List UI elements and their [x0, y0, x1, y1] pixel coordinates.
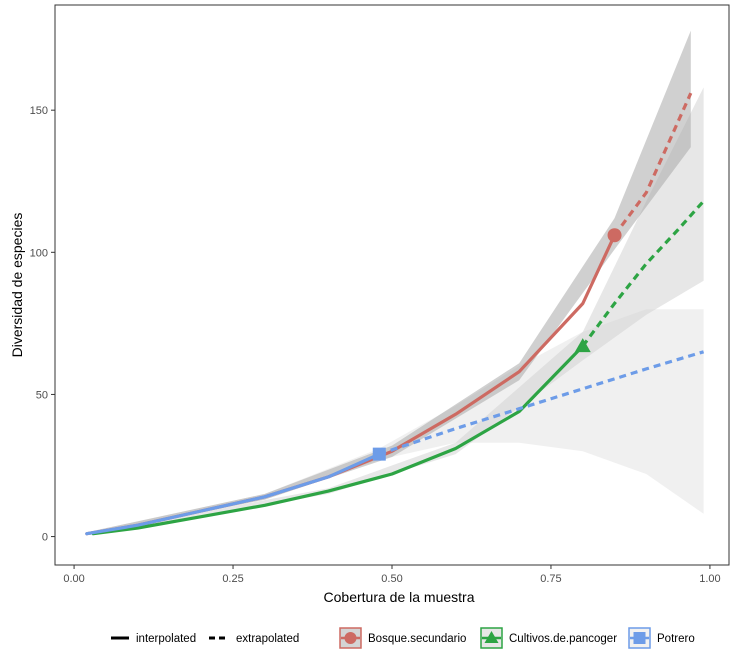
- x-tick-label-5: 1.00: [699, 573, 720, 585]
- legend-label-2: Cultivos.de.pancoger: [509, 633, 617, 645]
- legend-label-interpolated: interpolated: [136, 633, 196, 645]
- y-axis-title: Diversidad de especies: [9, 213, 25, 358]
- legend-label-1: Bosque.secundario: [368, 633, 466, 645]
- legend-key-marker-1: [344, 632, 357, 644]
- confidence-band-1: [86, 30, 691, 536]
- observed-marker-2: [574, 338, 591, 353]
- x-tick-label-4: 0.75: [540, 573, 561, 585]
- x-tick-label-1: 0.00: [63, 573, 84, 585]
- x-tick-label-3: 0.50: [381, 573, 402, 585]
- x-axis-title: Cobertura de la muestra: [324, 589, 475, 605]
- y-tick-label-2: 50: [36, 389, 48, 401]
- y-tick-label-4: 150: [30, 105, 48, 117]
- legend-key-marker-2: [484, 631, 499, 643]
- x-tick-label-2: 0.25: [222, 573, 243, 585]
- legend-label-extrapolated: extrapolated: [236, 633, 299, 645]
- observed-marker-3: [372, 447, 386, 461]
- legend-key-marker-3: [633, 632, 646, 644]
- confidence-band-2: [93, 87, 704, 536]
- observed-markers: [372, 228, 622, 461]
- legend: interpolated extrapolated Bosque.secundari…: [111, 627, 695, 649]
- y-axis-ticks: 0 50 100 150: [30, 105, 55, 544]
- series-lines: [85, 92, 705, 536]
- confidence-band-3: [86, 309, 704, 536]
- y-tick-label-1: 0: [42, 532, 48, 544]
- interpolated-line-3: [85, 452, 381, 536]
- confidence-bands: [86, 30, 704, 536]
- y-tick-label-3: 100: [30, 247, 48, 259]
- x-axis-ticks: 0.00 0.25 0.50 0.75 1.00: [63, 565, 721, 585]
- extrapolated-line-1: [613, 92, 693, 237]
- legend-label-3: Potrero: [657, 633, 695, 645]
- interpolated-line-2: [91, 344, 585, 536]
- observed-marker-1: [607, 228, 622, 243]
- extrapolated-line-3: [378, 350, 705, 456]
